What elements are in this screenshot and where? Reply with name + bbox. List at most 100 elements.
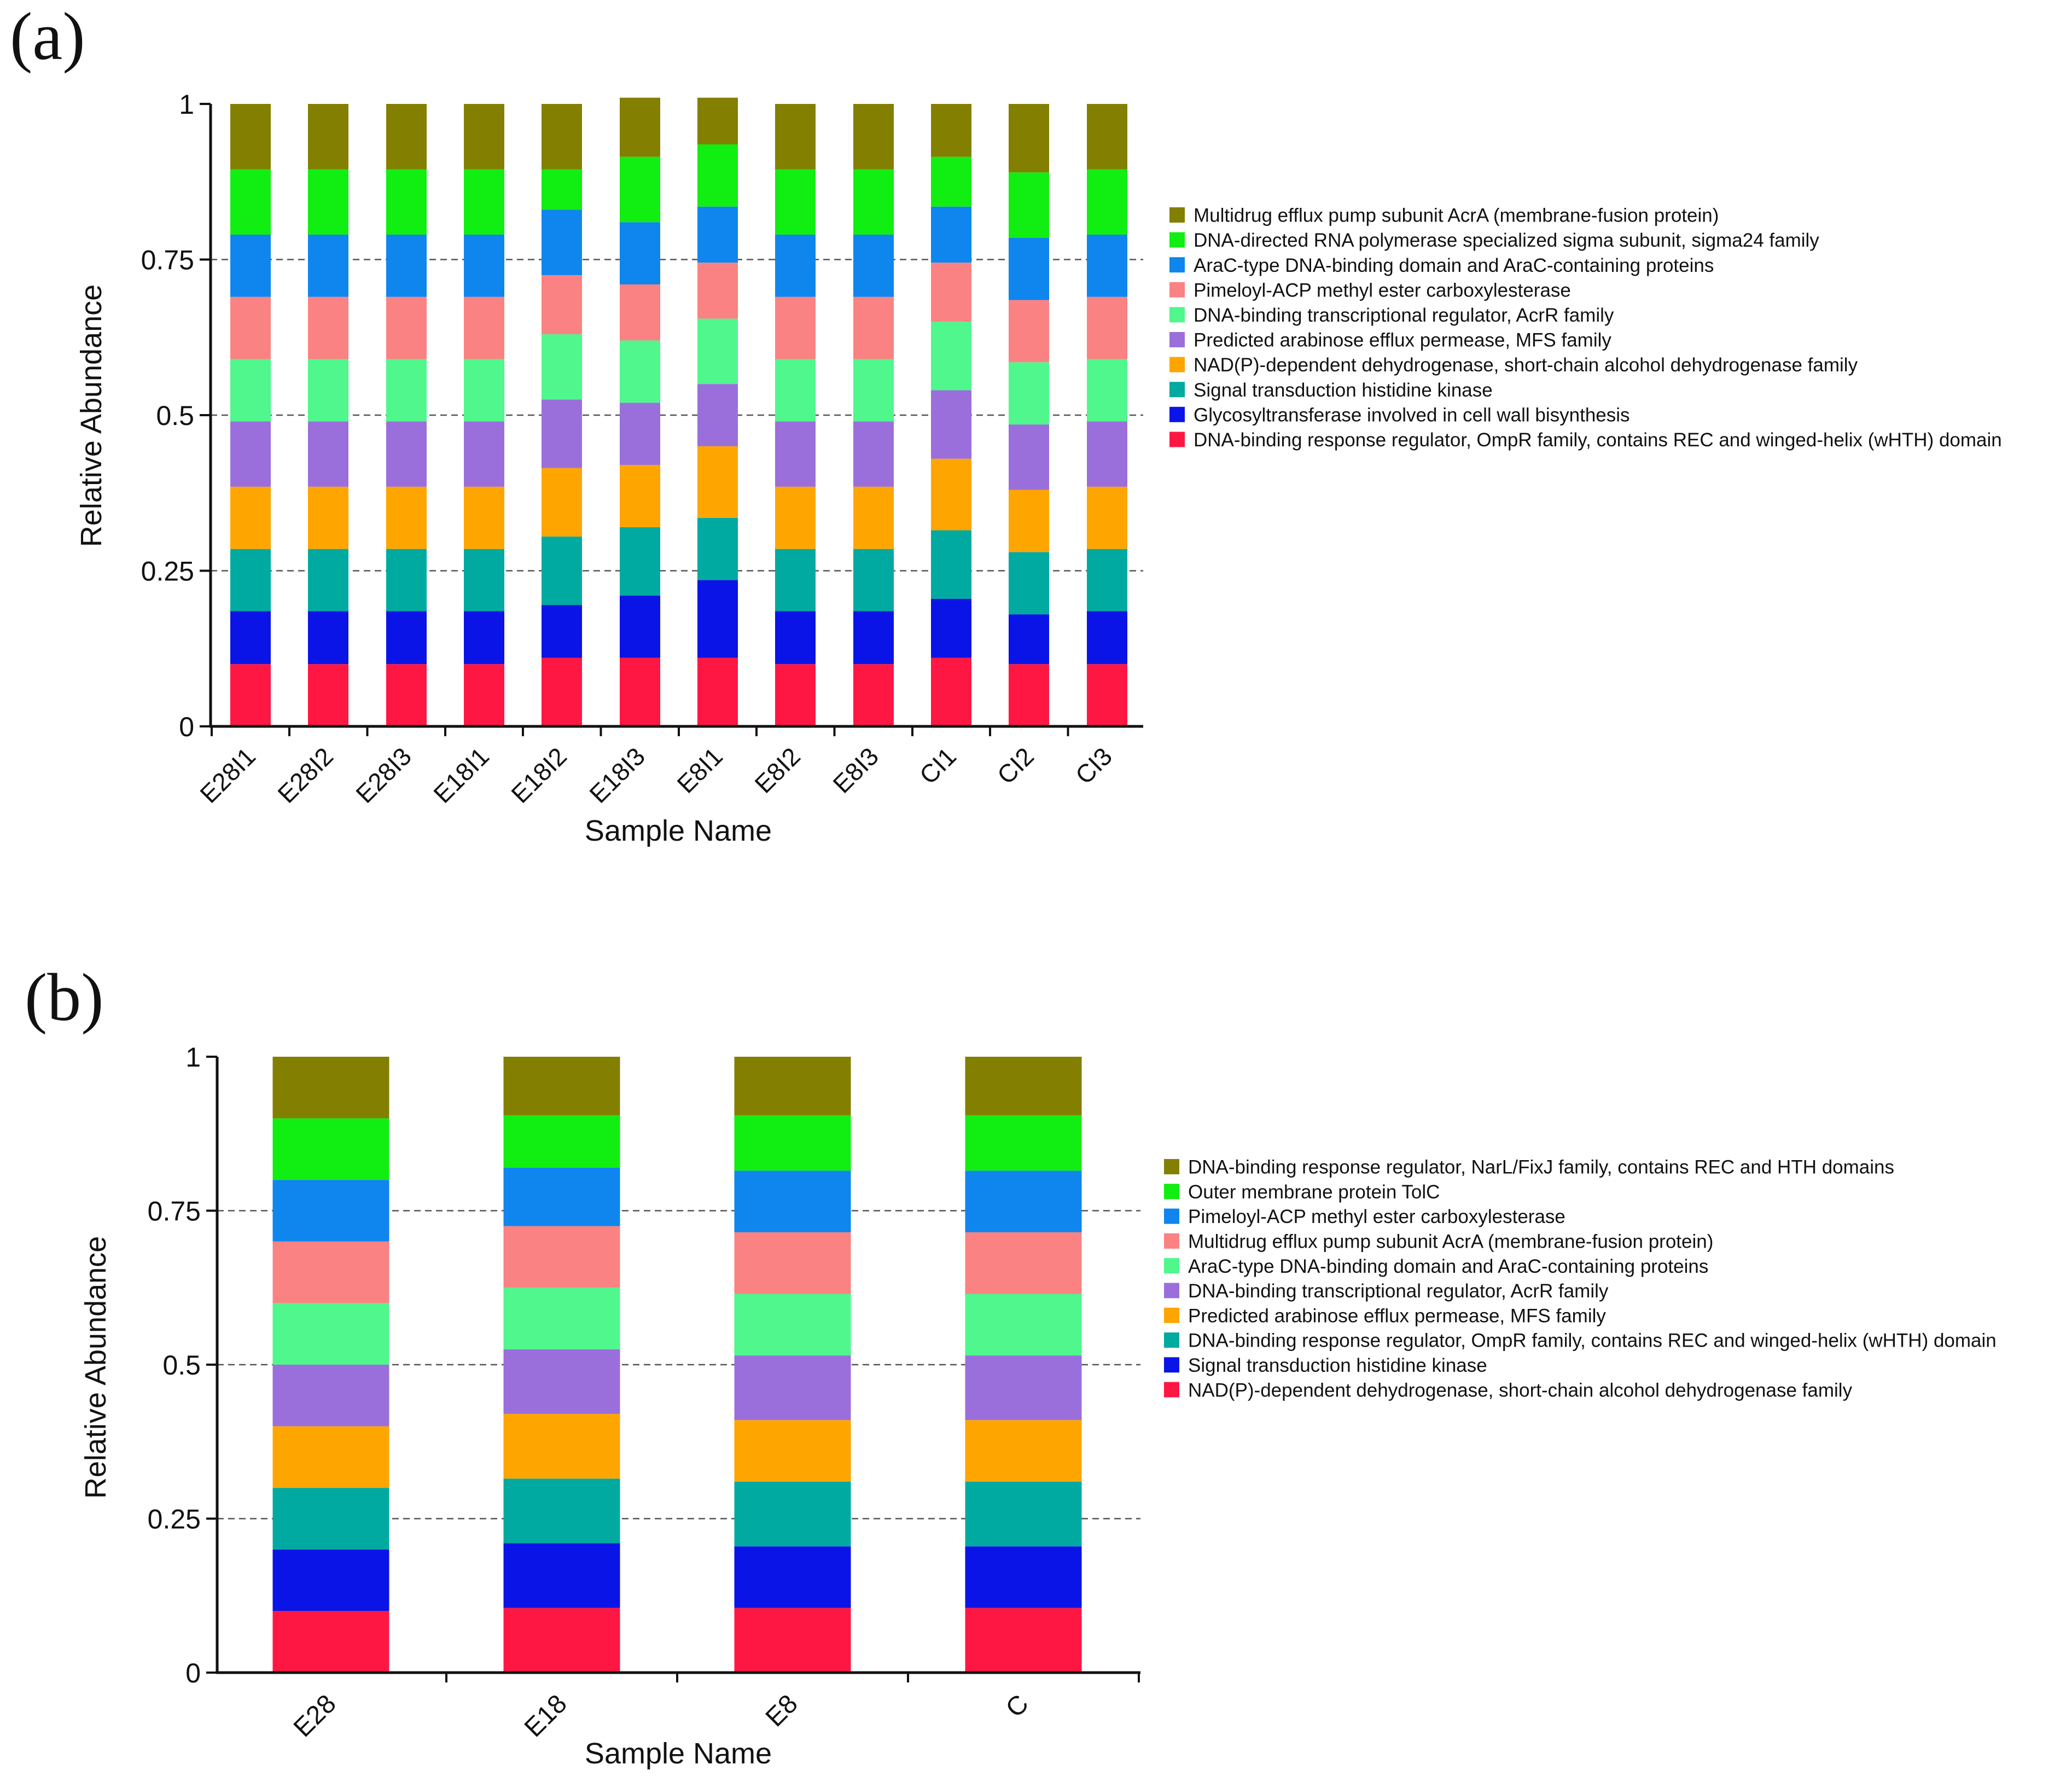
bar-segment	[308, 296, 348, 359]
legend-item: DNA-binding transcriptional regulator, A…	[1169, 305, 1614, 326]
legend-swatch	[1169, 307, 1185, 323]
bar-segment	[697, 318, 738, 385]
legend-item: AraC-type DNA-binding domain and AraC-co…	[1169, 255, 1714, 276]
bar-segment	[503, 1167, 620, 1226]
bar-segment	[931, 530, 971, 599]
bar-segment	[1087, 486, 1127, 549]
bar-segment	[308, 664, 348, 726]
bar-segment	[697, 144, 738, 207]
bar-segment	[931, 390, 971, 459]
bar-segment	[853, 486, 894, 549]
bar-segment	[965, 1057, 1082, 1115]
bar-segment	[697, 263, 738, 319]
bar-segment	[386, 549, 427, 612]
bar-segment	[620, 284, 660, 341]
bar-segment	[775, 486, 816, 549]
bar-segment	[965, 1115, 1082, 1171]
bar-segment	[386, 664, 427, 726]
bar-segment	[1087, 664, 1127, 726]
bar-segment	[697, 446, 738, 518]
bar-segment	[230, 169, 271, 235]
bar-segment	[931, 206, 971, 263]
bar-segment	[503, 1115, 620, 1168]
bar-segment	[308, 169, 348, 235]
legend-label: Glycosyltransferase involved in cell wal…	[1194, 404, 1630, 426]
bar-segment	[775, 664, 816, 726]
bar-segment	[230, 104, 271, 170]
bar-segment	[386, 486, 427, 549]
bar-segment	[308, 421, 348, 487]
bar-segment	[272, 1426, 389, 1488]
bar-segment	[503, 1543, 620, 1608]
bar-segment	[464, 104, 504, 170]
legend-label: Multidrug efflux pump subunit AcrA (memb…	[1194, 205, 1719, 226]
legend-swatch	[1169, 406, 1185, 422]
legend-swatch	[1169, 382, 1185, 398]
bar-segment	[697, 580, 738, 658]
bar-segment	[965, 1481, 1082, 1547]
bar-segment	[620, 657, 660, 726]
bar-segment	[542, 275, 582, 335]
bar-segment	[464, 234, 504, 297]
legend-swatch	[1164, 1233, 1179, 1249]
bar-segment	[464, 486, 504, 549]
x-tick-label: CI2	[992, 742, 1039, 789]
bar-segment	[965, 1232, 1082, 1294]
bar-segment	[386, 611, 427, 665]
bar-segment	[464, 664, 504, 726]
legend-swatch	[1164, 1283, 1179, 1298]
legend-label: DNA-binding transcriptional regulator, A…	[1188, 1280, 1609, 1302]
bar-segment	[1009, 424, 1049, 490]
legend-item: NAD(P)-dependent dehydrogenase, short-ch…	[1164, 1379, 1853, 1401]
legend-swatch	[1169, 232, 1185, 248]
bar-segment	[230, 296, 271, 359]
x-tick-label: E28I1	[194, 742, 261, 808]
bar-segment	[697, 517, 738, 580]
y-tick-label: 0	[185, 1658, 201, 1688]
legend-label: NAD(P)-dependent dehydrogenase, short-ch…	[1194, 354, 1858, 376]
bar-segment	[230, 486, 271, 549]
legend-item: Multidrug efflux pump subunit AcrA (memb…	[1169, 205, 1719, 226]
bar-segment	[931, 104, 971, 157]
bar-segment	[965, 1170, 1082, 1232]
bar-segment	[503, 1478, 620, 1544]
legend-item: DNA-binding response regulator, OmpR fam…	[1169, 429, 2002, 451]
legend-swatch	[1164, 1332, 1179, 1348]
bar-segment	[620, 222, 660, 285]
bar-segment	[272, 1180, 389, 1242]
bar-segment	[1009, 237, 1049, 300]
x-tick-label: E28	[288, 1689, 342, 1743]
legend-swatch	[1169, 432, 1185, 447]
legend-label: Pimeloyl-ACP methyl ester carboxylestera…	[1194, 279, 1571, 301]
bar-segment	[308, 359, 348, 422]
x-tick-label: CI3	[1070, 742, 1118, 789]
legend-swatch	[1169, 257, 1185, 273]
x-axis-title: Sample Name	[585, 814, 772, 847]
legend-item: Multidrug efflux pump subunit AcrA (memb…	[1164, 1231, 1713, 1253]
bar-segment	[734, 1115, 851, 1171]
x-tick-label: E8I1	[671, 742, 728, 799]
bar-segment	[620, 97, 660, 157]
bar-segment	[931, 458, 971, 531]
legend-item: DNA-binding response regulator, OmpR fam…	[1164, 1330, 1997, 1352]
bar-segment	[697, 384, 738, 446]
bar-segment	[620, 596, 660, 658]
bar-segment	[853, 664, 894, 726]
panel-label: (a)	[10, 0, 85, 74]
bar-segment	[1087, 296, 1127, 359]
legend-swatch	[1169, 282, 1185, 298]
bar-segment	[853, 611, 894, 665]
bar-segment	[464, 421, 504, 487]
bar-segment	[464, 549, 504, 612]
bar-segment	[931, 263, 971, 322]
bar-segment	[734, 1608, 851, 1673]
bar-segment	[464, 169, 504, 235]
bar-segment	[542, 334, 582, 400]
bar-segment	[1009, 362, 1049, 425]
y-tick-label: 0.75	[141, 245, 194, 276]
y-tick-label: 0.5	[162, 1350, 201, 1381]
legend-item: Glycosyltransferase involved in cell wal…	[1169, 404, 1630, 426]
y-tick-label: 0.75	[148, 1196, 201, 1227]
bar-segment	[1009, 552, 1049, 615]
y-tick-label: 0.5	[156, 400, 194, 431]
